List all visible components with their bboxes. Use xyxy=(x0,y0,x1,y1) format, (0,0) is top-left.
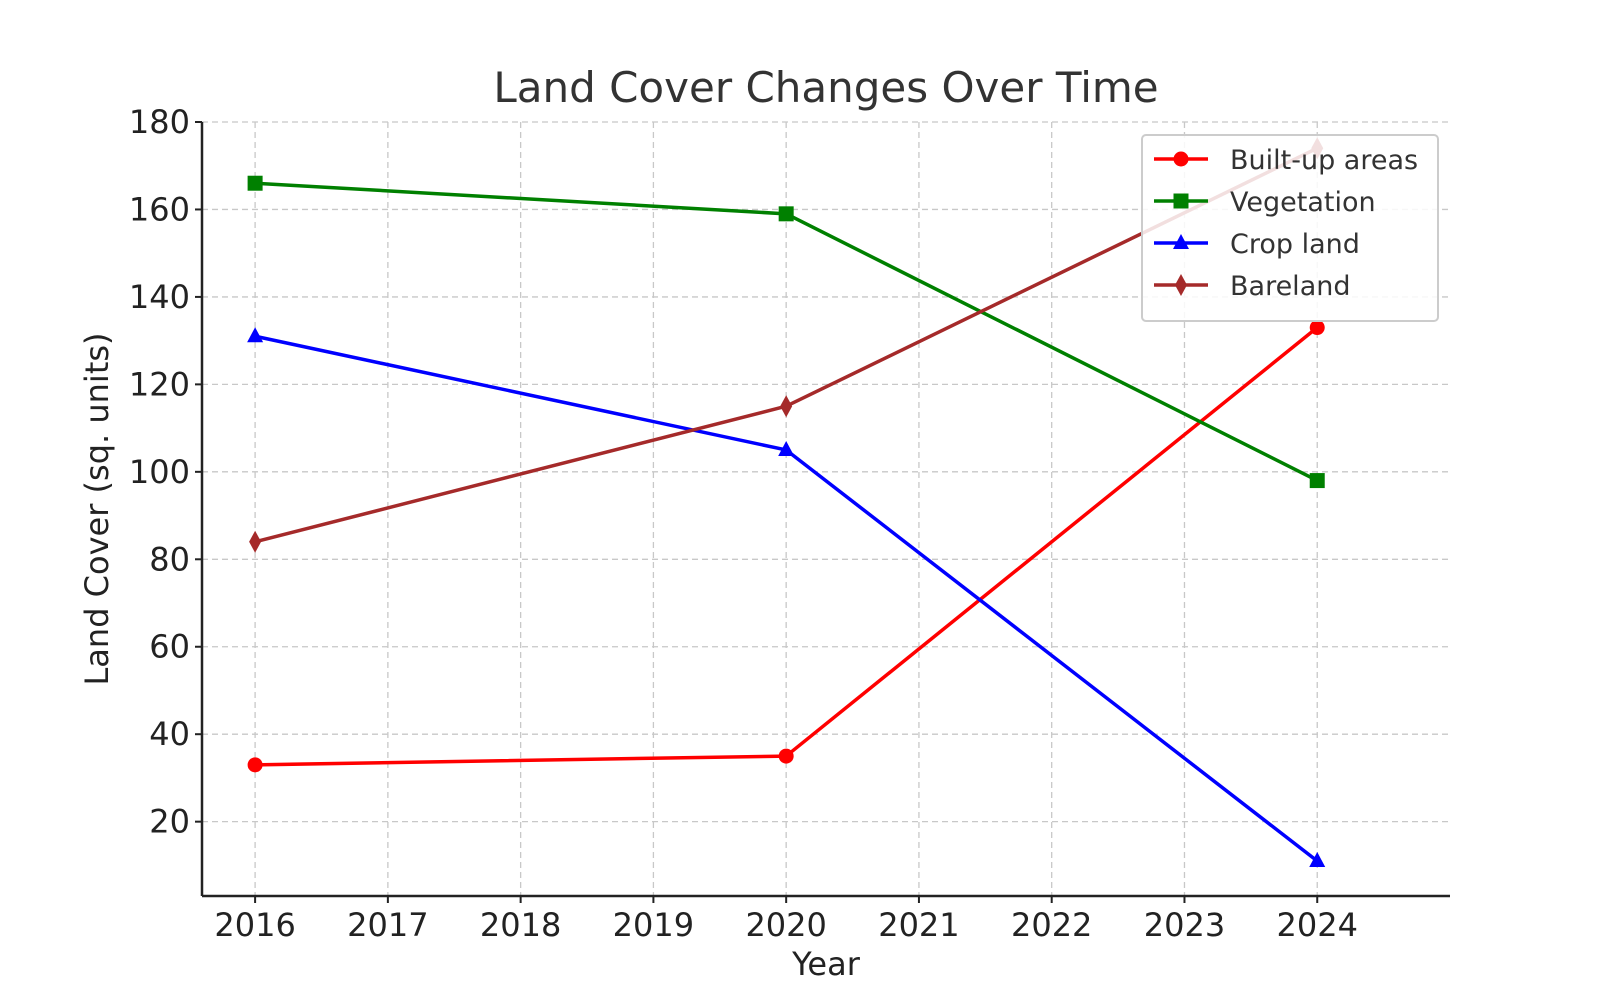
x-tick-label: 2016 xyxy=(214,906,295,944)
y-tick-label: 120 xyxy=(129,365,190,403)
series-lines xyxy=(247,137,1326,868)
legend: Built-up areas Vegetation Crop land Barelan… xyxy=(1141,134,1439,322)
data-point xyxy=(1309,852,1326,868)
legend-item: Bareland xyxy=(1154,271,1351,302)
data-point xyxy=(778,206,794,222)
chart-title: Land Cover Changes Over Time xyxy=(493,63,1158,112)
legend-item: Crop land xyxy=(1154,229,1360,260)
legend-marker xyxy=(1173,234,1189,249)
y-tick-label: 140 xyxy=(129,278,190,316)
axes xyxy=(200,122,1450,898)
y-tick-label: 160 xyxy=(129,190,190,228)
series-built-up-areas xyxy=(247,320,1325,773)
legend-label: Bareland xyxy=(1230,271,1351,302)
data-point xyxy=(247,757,263,773)
legend-marker xyxy=(1175,274,1187,296)
data-point xyxy=(1309,320,1325,336)
legend-box xyxy=(1141,134,1439,322)
grid-lines xyxy=(202,121,1450,896)
data-point xyxy=(247,175,263,191)
data-point xyxy=(778,440,795,456)
legend-item: Vegetation xyxy=(1154,187,1376,218)
y-tick-label: 40 xyxy=(149,715,190,753)
x-tick-label: 2024 xyxy=(1277,906,1358,944)
legend-label: Vegetation xyxy=(1230,187,1376,218)
legend-marker xyxy=(1173,151,1189,167)
x-tick-label: 2018 xyxy=(480,906,561,944)
data-point xyxy=(247,327,264,343)
legend-marker xyxy=(1173,193,1189,209)
y-tick-label: 80 xyxy=(149,540,190,578)
x-tick-label: 2021 xyxy=(878,906,959,944)
series-crop-land xyxy=(247,327,1326,868)
data-point xyxy=(780,395,793,418)
x-tick-label: 2023 xyxy=(1144,906,1225,944)
y-tick-label: 100 xyxy=(129,453,190,491)
data-point xyxy=(778,748,794,764)
legend-label: Built-up areas xyxy=(1230,145,1418,176)
x-tick-label: 2022 xyxy=(1011,906,1092,944)
axis-ticks: 2016 2017 2018 2019 2020 2021 2022 2023 2024 20 40… xyxy=(129,103,1358,944)
series-vegetation xyxy=(247,175,1325,489)
y-tick-label: 20 xyxy=(149,803,190,841)
y-axis-label: Land Cover (sq. units) xyxy=(78,332,116,685)
y-tick-label: 60 xyxy=(149,628,190,666)
data-point xyxy=(1309,473,1325,489)
legend-item: Built-up areas xyxy=(1154,145,1418,176)
data-point xyxy=(249,530,262,553)
x-tick-label: 2020 xyxy=(745,906,826,944)
legend-label: Crop land xyxy=(1230,229,1360,260)
x-tick-label: 2019 xyxy=(613,906,694,944)
x-axis-label: Year xyxy=(791,945,861,983)
y-tick-label: 180 xyxy=(129,103,190,141)
x-tick-label: 2017 xyxy=(347,906,428,944)
